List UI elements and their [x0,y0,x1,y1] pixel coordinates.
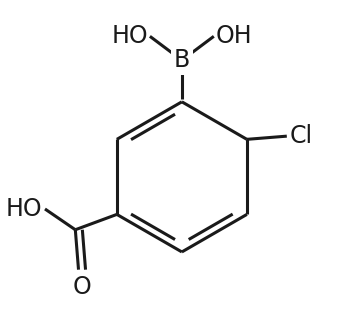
Text: Cl: Cl [289,124,312,148]
Text: HO: HO [6,197,43,221]
Text: B: B [174,48,190,72]
Text: HO: HO [112,24,148,48]
Text: OH: OH [215,24,252,48]
Text: O: O [73,275,91,299]
